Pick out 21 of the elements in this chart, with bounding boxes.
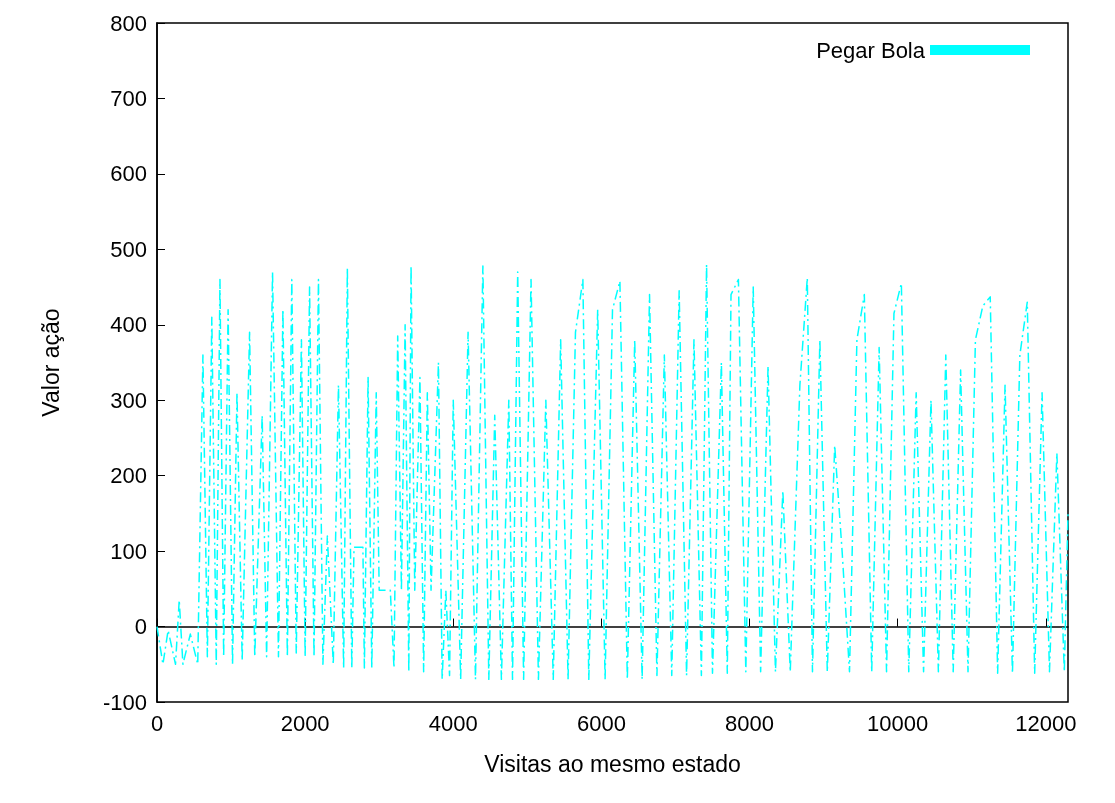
y-tick-label: 100 xyxy=(110,538,147,564)
y-tick-label: 400 xyxy=(110,312,147,338)
x-tick-label: 6000 xyxy=(576,710,626,736)
x-tick-label: 4000 xyxy=(428,710,478,736)
y-tick-label: 0 xyxy=(134,614,147,640)
y-tick-label: 500 xyxy=(110,236,147,262)
x-tick-label: 2000 xyxy=(280,710,330,736)
y-tick-label: -100 xyxy=(102,689,147,715)
x-tick-label: 10000 xyxy=(867,710,929,736)
line-series xyxy=(156,263,1069,681)
y-tick-label: 300 xyxy=(110,387,147,413)
y-tick-label: 200 xyxy=(110,463,147,489)
y-tick-label: 700 xyxy=(110,85,147,111)
x-tick-label: 0 xyxy=(150,710,164,736)
legend-label: Pegar Bola xyxy=(816,37,926,63)
y-tick-label: 600 xyxy=(110,161,147,187)
y-axis-title: Valor ação xyxy=(37,308,64,417)
x-tick-label: 8000 xyxy=(725,710,774,736)
y-tick-label: 800 xyxy=(110,10,147,36)
x-tick-label: 12000 xyxy=(1015,710,1077,736)
x-axis-title: Visitas ao mesmo estado xyxy=(484,750,741,777)
